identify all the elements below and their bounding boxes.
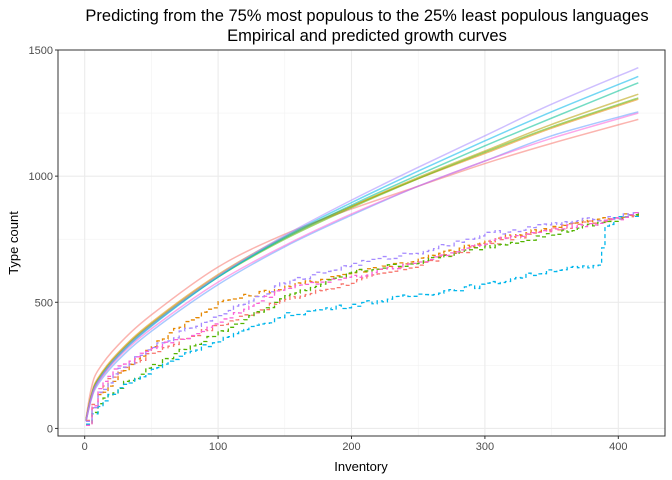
predicted-curve: [85, 112, 639, 422]
x-tick-label: 0: [82, 441, 88, 453]
x-tick-label: 200: [342, 441, 360, 453]
empirical-curves: [86, 211, 639, 426]
x-tick-label: 300: [476, 441, 494, 453]
empirical-curve: [86, 213, 639, 426]
empirical-curve: [86, 212, 639, 426]
chart-title: Predicting from the 75% most populous to…: [85, 7, 648, 25]
predicted-curves: [85, 66, 639, 422]
predicted-curve: [85, 118, 639, 419]
y-axis-ticks: 0 500 1000 1500: [29, 45, 58, 435]
plot-panel: [58, 50, 665, 436]
x-axis-title: Inventory: [334, 459, 388, 474]
y-axis-title: Type count: [6, 211, 21, 275]
empirical-curve: [86, 213, 639, 425]
predicted-curve: [85, 66, 639, 422]
y-tick-label: 500: [35, 297, 53, 309]
chart-subtitle: Empirical and predicted growth curves: [227, 27, 507, 45]
y-tick-label: 1000: [29, 171, 53, 183]
x-tick-label: 100: [209, 441, 227, 453]
y-tick-label: 1500: [29, 45, 53, 57]
x-axis-ticks: 0 100 200 300 400: [82, 436, 627, 453]
empirical-curve: [86, 211, 639, 423]
x-tick-label: 400: [609, 441, 627, 453]
plot-border: [57, 49, 666, 437]
y-tick-label: 0: [47, 423, 53, 435]
empirical-curve: [86, 211, 639, 426]
